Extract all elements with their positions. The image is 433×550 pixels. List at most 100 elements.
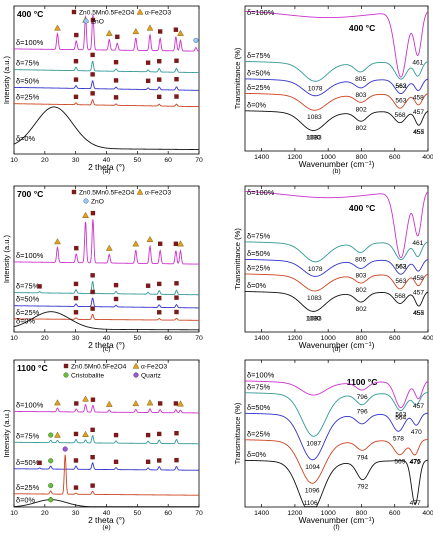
panel-title: 1100 °C — [17, 363, 48, 373]
series-line — [244, 439, 429, 484]
peak-marker — [74, 401, 79, 406]
series-label: δ=0% — [247, 281, 267, 290]
series-label: δ=75% — [16, 59, 40, 68]
x-axis-label: 2 theta (°) — [88, 162, 125, 172]
x-tick-label: 400 — [422, 335, 433, 342]
peak-annotation: 562 — [396, 264, 407, 271]
plot-frame — [244, 5, 429, 152]
series-label: δ=0% — [16, 317, 36, 326]
series-line — [14, 404, 199, 414]
series-line — [244, 392, 429, 437]
x-tick-label: 60 — [164, 157, 172, 164]
peak-annotation: 568 — [395, 293, 406, 300]
series-line — [244, 459, 429, 508]
x-tick-label: 50 — [134, 157, 142, 164]
peak-marker — [62, 446, 68, 452]
series-label: δ=50% — [16, 458, 40, 467]
peak-marker — [146, 24, 154, 31]
peak-annotation: 458 — [413, 275, 424, 282]
series-line — [13, 311, 199, 331]
legend-label: ZnO — [91, 199, 104, 206]
peak-annotation: 794 — [357, 454, 368, 461]
x-tick-label: 1400 — [254, 510, 269, 517]
peak-marker — [90, 17, 96, 23]
peak-annotation: 802 — [356, 106, 367, 113]
peak-annotation: 563 — [395, 264, 406, 271]
peak-marker — [74, 245, 79, 251]
peak-annotation: 1106 — [303, 500, 318, 507]
peak-marker — [174, 94, 179, 99]
series-label: δ=100% — [16, 38, 44, 47]
y-axis-label: Transmittance (%) — [233, 228, 242, 290]
legend-label: α-Fe2O3 — [141, 364, 167, 371]
peak-marker — [82, 211, 89, 218]
peak-marker — [113, 432, 119, 438]
series-line — [244, 380, 429, 409]
peak-marker — [90, 52, 95, 58]
peak-marker — [90, 427, 95, 433]
series-label: δ=100% — [247, 8, 275, 17]
series-label: δ=0% — [247, 450, 267, 459]
peak-marker — [48, 497, 54, 503]
peak-annotation: 802 — [356, 287, 367, 294]
peak-marker — [48, 483, 54, 489]
peak-marker — [177, 240, 184, 247]
peak-marker — [115, 34, 120, 40]
peak-annotation: 563 — [395, 412, 406, 419]
x-tick-label: 10 — [10, 335, 18, 342]
peak-marker — [48, 432, 54, 438]
series-line — [13, 106, 199, 151]
peak-annotation: 1078 — [308, 266, 323, 273]
series-line — [245, 258, 429, 277]
series-label: δ=25% — [16, 483, 40, 492]
y-axis-label: Transmittance (%) — [233, 47, 242, 109]
peak-marker — [73, 310, 79, 315]
x-axis-label: Wavenumber (cm⁻¹) — [299, 340, 375, 350]
x-tick-label: 1400 — [254, 154, 269, 161]
peak-annotation: 455 — [413, 129, 424, 136]
legend-marker — [63, 372, 69, 378]
series-label: δ=0% — [16, 134, 36, 143]
series-label: δ=0% — [16, 495, 36, 504]
peak-marker — [132, 240, 140, 247]
peak-annotation: 457 — [413, 310, 424, 317]
peak-marker — [73, 295, 79, 301]
legend-label: Cristobalite — [71, 373, 104, 380]
peak-annotation: 470 — [411, 429, 422, 436]
series-line — [244, 10, 429, 78]
peak-marker — [157, 401, 163, 406]
plot-frame — [244, 359, 429, 508]
peak-marker — [54, 431, 61, 438]
series-label: δ=50% — [247, 403, 271, 412]
peak-marker — [73, 77, 79, 82]
chart-panel-3: 10 20 30 40 50 60 70 2 theta (°) Intensity (a.u.… — [2, 185, 203, 353]
peak-annotation: 1083 — [307, 134, 322, 141]
series-line — [244, 190, 429, 259]
legend-label: α-Fe2O3 — [145, 190, 171, 197]
legend-marker — [133, 372, 139, 378]
peak-annotation: 1083 — [307, 114, 322, 121]
series-label: δ=50% — [247, 249, 271, 258]
plot-frame — [244, 185, 429, 333]
series-line — [245, 291, 429, 312]
chart-panel-5: 10 20 30 40 50 60 70 2 theta (°) Intensity (a.u.… — [2, 359, 203, 531]
peak-marker — [90, 289, 95, 295]
peak-marker — [173, 401, 179, 406]
peak-marker — [113, 59, 119, 65]
peak-marker — [157, 77, 162, 82]
peak-marker — [157, 431, 162, 437]
peak-annotation: 805 — [355, 256, 366, 263]
chart-panel-6: 1400 1200 1000 800 600 400 Wavenumber (cm⁻¹) Tr… — [233, 359, 433, 531]
peak-marker — [90, 72, 95, 77]
peak-annotation: 458 — [413, 95, 424, 102]
peak-marker — [113, 459, 119, 464]
series-label: δ=75% — [247, 382, 271, 391]
peak-annotation: 477 — [410, 500, 421, 507]
peak-marker — [82, 430, 89, 437]
peak-marker — [54, 399, 61, 406]
series-line — [14, 462, 199, 471]
peak-marker — [73, 94, 79, 100]
series-label: δ=75% — [16, 282, 40, 291]
x-axis-label: Wavenumber (cm⁻¹) — [299, 515, 375, 525]
x-tick-label: 30 — [72, 510, 80, 517]
